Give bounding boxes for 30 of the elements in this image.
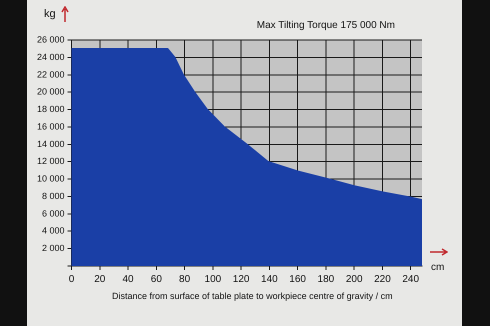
- y-tick-label: 22 000: [36, 69, 65, 80]
- x-tick-label: 140: [261, 274, 278, 285]
- y-axis-title: kg: [44, 8, 56, 20]
- y-tick-label: 12 000: [36, 156, 65, 166]
- x-tick-label: 240: [402, 274, 420, 285]
- y-tick-label: 10 000: [36, 174, 65, 184]
- x-tick-label: 20: [94, 274, 106, 285]
- x-tick-label: 160: [289, 274, 306, 285]
- x-tick-label: 40: [122, 274, 134, 285]
- y-tick-label: 16 000: [36, 121, 65, 132]
- y-tick-label: 6 000: [42, 208, 65, 218]
- x-tick-label: 220: [374, 274, 392, 285]
- y-tick-label: 26 000: [36, 34, 65, 44]
- text: cm: [431, 262, 444, 273]
- x-tick-label: 180: [318, 274, 335, 285]
- y-tick-label: 24 000: [36, 52, 65, 62]
- chart-title: Max Tilting Torque 175 000 Nm: [256, 20, 395, 31]
- x-tick-label: 60: [150, 274, 162, 285]
- y-tick-label: 20 000: [36, 86, 65, 97]
- x-tick-label: 120: [232, 274, 250, 285]
- y-tick-label: 18 000: [36, 104, 65, 114]
- x-tick-label: 100: [204, 274, 222, 285]
- y-tick-label: 4 000: [42, 226, 65, 236]
- x-tick-label: 0: [68, 274, 75, 285]
- x-tick-label: 80: [179, 274, 191, 285]
- x-tick-label: 200: [346, 274, 363, 285]
- y-tick-label: 8 000: [42, 190, 65, 201]
- y-tick-label: 2 000: [42, 243, 65, 254]
- y-tick-label: 14 000: [36, 138, 65, 149]
- x-axis-title: Distance from surface of table plate to workpiece centre of gravity / cm: [112, 291, 393, 301]
